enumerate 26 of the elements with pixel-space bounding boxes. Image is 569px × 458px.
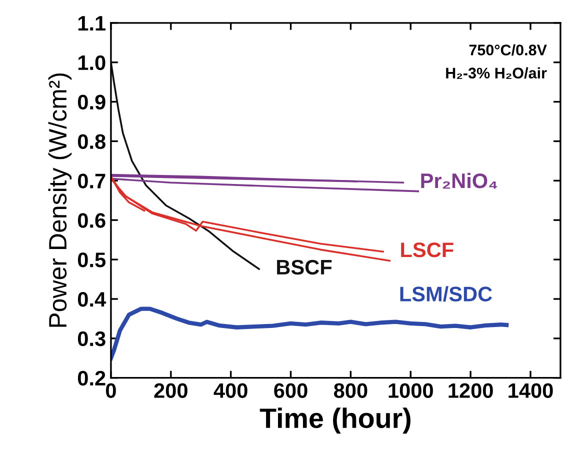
x-tick-label: 1400 xyxy=(508,383,553,398)
x-tick-label: 600 xyxy=(274,383,308,398)
series-label: Pr₂NiO₄ xyxy=(421,172,498,189)
y-tick-label: 0.2 xyxy=(78,370,106,386)
x-tick-label: 800 xyxy=(334,383,368,398)
y-axis-title: Power Density (W/cm²) xyxy=(48,73,72,327)
series-label: BSCF xyxy=(277,260,332,275)
series-label: LSM/SDC xyxy=(400,286,492,302)
y-tick-label: 0.4 xyxy=(78,292,106,307)
x-tick-label: 200 xyxy=(154,383,188,398)
y-tick-label: 0.6 xyxy=(78,213,106,228)
x-axis-title: Time (hour) xyxy=(260,408,410,434)
y-tick-label: 0.9 xyxy=(78,94,106,110)
y-tick-label: 0.8 xyxy=(78,134,106,149)
y-tick-label: 0.7 xyxy=(78,174,106,188)
annotation: 750°C/0.8V xyxy=(469,44,547,56)
x-tick-label: 400 xyxy=(214,383,248,398)
y-tick-label: 1.0 xyxy=(78,55,106,70)
annotation: H₂-3% H₂O/air xyxy=(446,67,547,79)
x-tick-label: 0 xyxy=(106,383,116,398)
y-tick-label: 0.5 xyxy=(78,252,106,268)
x-tick-label: 1000 xyxy=(388,383,433,398)
series-label: LSCF xyxy=(401,242,454,258)
x-tick-label: 1200 xyxy=(448,383,493,398)
y-tick-label: 0.3 xyxy=(78,331,106,346)
y-tick-label: 1.1 xyxy=(78,16,106,30)
